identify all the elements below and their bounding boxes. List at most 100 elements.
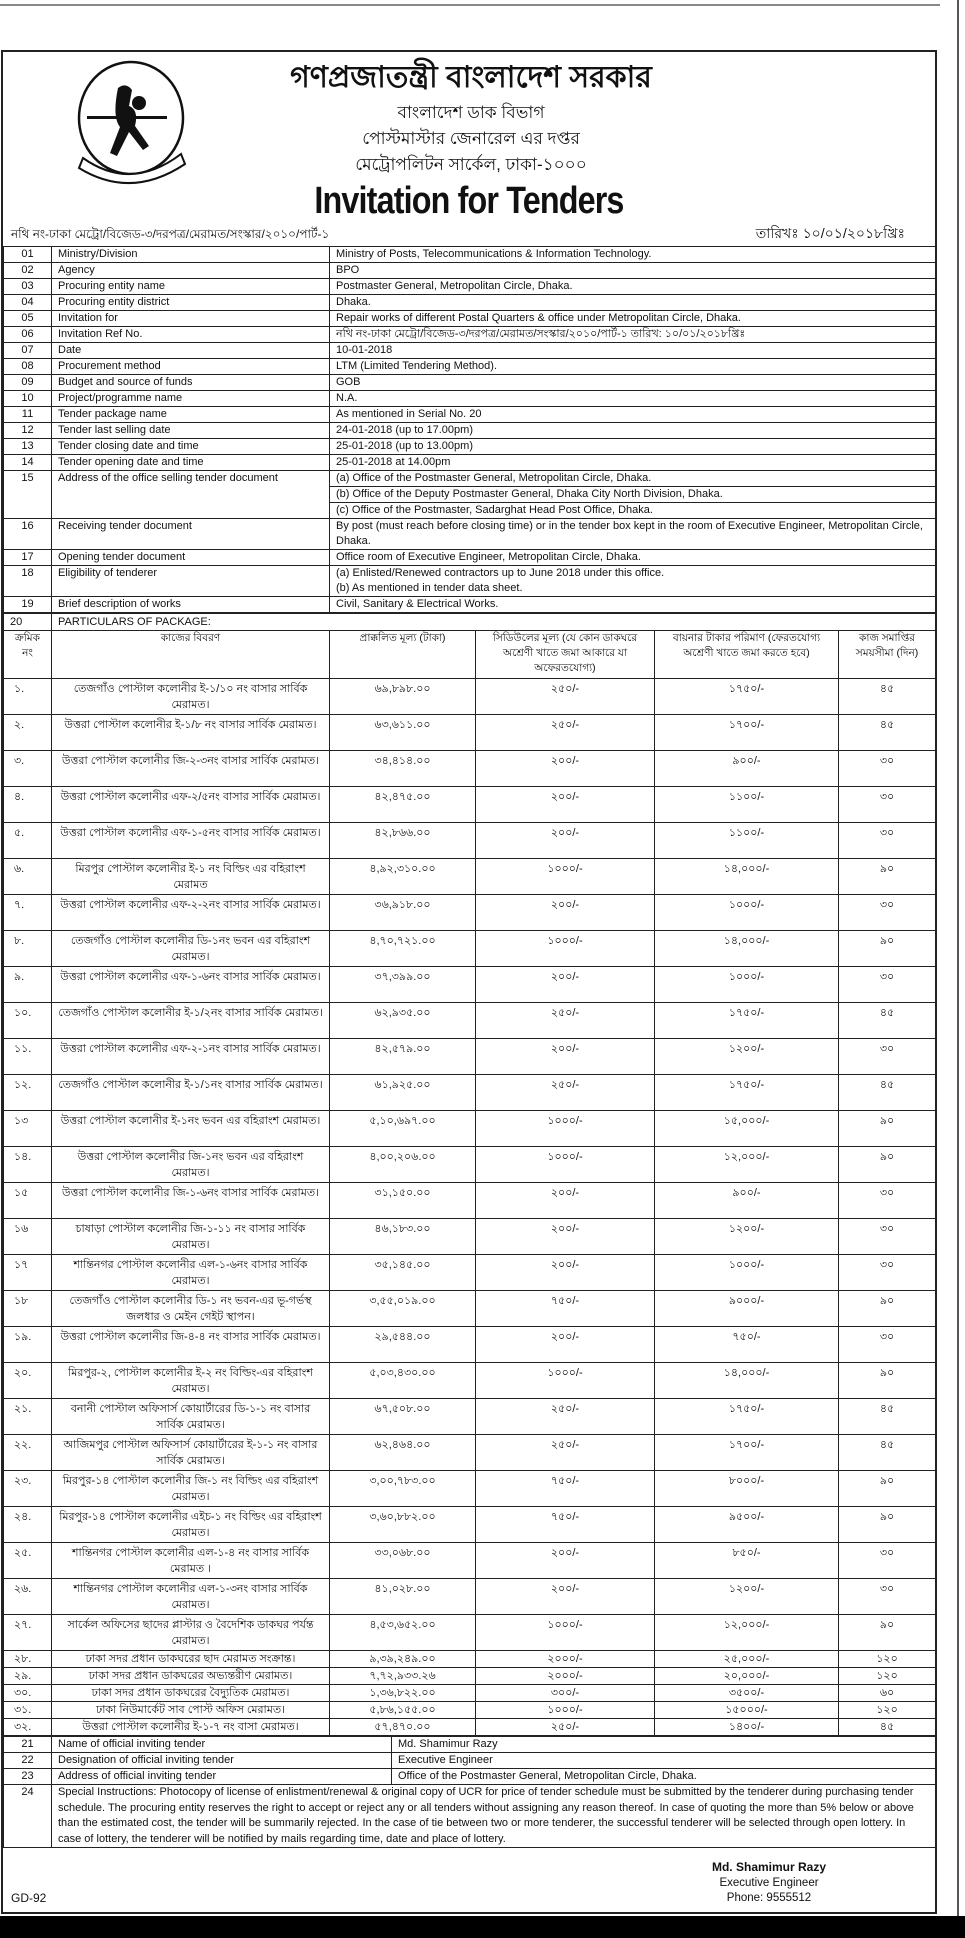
schedule-price-cell: ২৫০/- <box>475 678 655 715</box>
work-description-cell: বনানী পোস্টাল অফিসার্স কোয়ার্টারের ডি-১… <box>51 1398 330 1435</box>
package-row: ১৩ উত্তরা পোস্টাল কলোনীর ই-১নং ভবন এর বহি… <box>3 1110 937 1147</box>
row-value: Executive Engineer <box>391 1752 936 1769</box>
row-value: (a) Office of the Postmaster General, Me… <box>329 470 936 487</box>
row-label: Address of the office selling tender doc… <box>51 470 330 519</box>
estimated-cost-cell: ৩,৬০,৮৮২.০০ <box>329 1506 476 1543</box>
earnest-money-cell: ৯০০/- <box>654 1182 839 1219</box>
package-row: ৩২. উত্তরা পোস্টাল কলোনীর ই-১-৭ নং বাসা ম… <box>3 1718 937 1736</box>
serial-cell: ৩. <box>3 750 52 787</box>
info-row: 01 Ministry/Division Ministry of Posts, Te… <box>3 246 936 263</box>
row-number: 22 <box>3 1752 52 1769</box>
row-value: Office room of Executive Engineer, Metro… <box>329 549 936 566</box>
estimated-cost-cell: ৬৯,৮৯৮.০০ <box>329 678 476 715</box>
schedule-price-cell: ১০০০/- <box>475 1110 655 1147</box>
row-number: 17 <box>3 549 52 566</box>
schedule-price-cell: ১০০০/- <box>475 1701 655 1719</box>
work-description-cell: তেজগাঁও পোস্টাল কলোনীর ই-১/২নং বাসার সার… <box>51 1002 330 1039</box>
serial-cell: ২৪. <box>3 1506 52 1543</box>
info-row: 15 Address of the office selling tender d… <box>3 470 936 519</box>
row-value: (b) Office of the Deputy Postmaster Gene… <box>329 486 936 503</box>
row-value: Office of the Postmaster General, Metrop… <box>391 1768 936 1785</box>
row-value-line: By post (must reach before closing time)… <box>336 520 923 547</box>
estimated-cost-cell: ৫,১০,৬৯৭.০০ <box>329 1110 476 1147</box>
column-header: প্রাক্কলিত মূল্য (টাকা) <box>329 630 476 679</box>
serial-cell: ১৮ <box>3 1290 52 1327</box>
schedule-price-cell: ১০০০/- <box>475 1146 655 1183</box>
estimated-cost-cell: ৩৩,০৬৮.০০ <box>329 1542 476 1579</box>
department-heading: বাংলাদেশ ডাক বিভাগ <box>397 103 545 122</box>
schedule-price-cell: ৭৫০/- <box>475 1506 655 1543</box>
row-value-line: Repair works of different Postal Quarter… <box>336 312 741 324</box>
package-row: ২৩. মিরপুর-১৪ পোস্টাল কলোনীর জি-১ নং বিল্… <box>3 1470 937 1507</box>
work-description-cell: তেজগাঁও পোস্টাল কলোনীর ডি-১ নং ভবন-এর ভূ… <box>51 1290 330 1327</box>
earnest-money-cell: ১৪০০/- <box>654 1718 839 1736</box>
package-table: 20 PARTICULARS OF PACKAGE: ক্রমিক নং কাজ… <box>3 613 937 1736</box>
earnest-money-cell: ১৪,০০০/- <box>654 930 839 967</box>
earnest-money-cell: ১২০০/- <box>654 1218 839 1255</box>
earnest-money-cell: ৯০০০/- <box>654 1290 839 1327</box>
earnest-money-cell: ১২০০/- <box>654 1038 839 1075</box>
row-value: 24-01-2018 (up to 17.00pm) <box>329 422 936 439</box>
earnest-money-cell: ১৫,০০০/- <box>654 1110 839 1147</box>
info-row: 16 Receiving tender document By post (must… <box>3 518 936 550</box>
serial-cell: ১৯. <box>3 1326 52 1363</box>
earnest-money-cell: ১৪,০০০/- <box>654 858 839 895</box>
row-value: Civil, Sanitary & Electrical Works. <box>329 596 936 613</box>
info-row: (c) Office of the Postmaster, Sadarghat … <box>4 502 936 519</box>
info-row: 02 Agency BPO <box>3 262 936 279</box>
office-heading: পোস্টমাস্টার জেনারেল এর দপ্তর <box>362 129 580 148</box>
government-heading: গণপ্রজাতন্ত্রী বাংলাদেশ সরকার <box>290 61 652 94</box>
row-value: 25-01-2018 (up to 13.00pm) <box>329 438 936 455</box>
schedule-price-cell: ২০০/- <box>475 822 655 859</box>
serial-cell: ১৭ <box>3 1254 52 1291</box>
row-value-line: Civil, Sanitary & Electrical Works. <box>336 598 499 610</box>
row-number: 03 <box>3 278 52 295</box>
row-label: Opening tender document <box>51 549 330 566</box>
work-description-cell: উত্তরা পোস্টাল কলোনীর এফ-২-২নং বাসার সার… <box>51 894 330 931</box>
row-value-line: LTM (Limited Tendering Method). <box>336 360 497 372</box>
completion-days-cell: ৩০ <box>837 1254 937 1291</box>
serial-cell: ২৩. <box>3 1470 52 1507</box>
column-header: বায়নার টাকার পরিমাণ (ফেরতযোগ্য অশ্রেণী … <box>654 630 839 679</box>
estimated-cost-cell: ৩৭,৩৯৯.০০ <box>329 966 476 1003</box>
completion-days-cell: ১২০ <box>837 1667 937 1685</box>
official-row: 21 Name of official inviting tender Md. Sh… <box>3 1736 936 1753</box>
row-label: Budget and source of funds <box>51 374 330 391</box>
row-value: নথি নং-ঢাকা মেট্রো/বিজেড-৩/দরপত্র/মেরামত… <box>329 326 936 343</box>
package-row: ১৪. উত্তরা পোস্টাল কলোনীর জি-১নং ভবন এর ব… <box>3 1146 937 1183</box>
row-value-line: As mentioned in Serial No. 20 <box>336 408 482 420</box>
earnest-money-cell: ২৫,০০০/- <box>654 1650 839 1668</box>
row-number: 14 <box>3 454 52 471</box>
info-row: 11 Tender package name As mentioned in Ser… <box>3 406 936 423</box>
official-info-table: 21 Name of official inviting tender Md. Sh… <box>3 1736 936 1848</box>
row-value-line: 25-01-2018 at 14.00pm <box>336 456 451 468</box>
schedule-price-cell: ২০০/- <box>475 894 655 931</box>
form-code: GD-92 <box>11 1891 47 1905</box>
row-label: Ministry/Division <box>51 246 330 263</box>
schedule-price-cell: ২০০/- <box>475 1578 655 1615</box>
estimated-cost-cell: ৫,৮৬,১৫৫.০০ <box>329 1701 476 1719</box>
serial-cell: ১৫ <box>3 1182 52 1219</box>
info-row: 18 Eligibility of tenderer (a) Enlisted/Re… <box>3 565 936 597</box>
serial-cell: ১১. <box>3 1038 52 1075</box>
work-description-cell: উত্তরা পোস্টাল কলোনীর ই-১-৭ নং বাসা মেরা… <box>51 1718 330 1736</box>
completion-days-cell: ৩০ <box>837 1218 937 1255</box>
row-label: Brief description of works <box>51 596 330 613</box>
estimated-cost-cell: ৩১,১৫০.০০ <box>329 1182 476 1219</box>
row-number: 13 <box>3 438 52 455</box>
serial-cell: ১২. <box>3 1074 52 1111</box>
estimated-cost-cell: ৬২,৯৩৫.০০ <box>329 1002 476 1039</box>
serial-cell: ৪. <box>3 786 52 823</box>
work-description-cell: উত্তরা পোস্টাল কলোনীর জি-১নং ভবন এর বহির… <box>51 1146 330 1183</box>
row-value-line: Office room of Executive Engineer, Metro… <box>336 551 641 563</box>
estimated-cost-cell: ৩৫,১৪৫.০০ <box>329 1254 476 1291</box>
package-row: ২২. আজিমপুর পোস্টাল অফিসার্স কোয়ার্টারের… <box>3 1434 937 1471</box>
earnest-money-cell: ৭৫০/- <box>654 1326 839 1363</box>
earnest-money-cell: ১১০০/- <box>654 822 839 859</box>
estimated-cost-cell: ৪২,৮৬৬.০০ <box>329 822 476 859</box>
row-number: 15 <box>3 470 52 519</box>
completion-days-cell: ৯০ <box>837 858 937 895</box>
signatory-name: Md. Shamimur Razy <box>711 1860 827 1874</box>
package-row: ১৮ তেজগাঁও পোস্টাল কলোনীর ডি-১ নং ভবন-এর … <box>3 1290 937 1327</box>
serial-cell: ৬. <box>3 858 52 895</box>
